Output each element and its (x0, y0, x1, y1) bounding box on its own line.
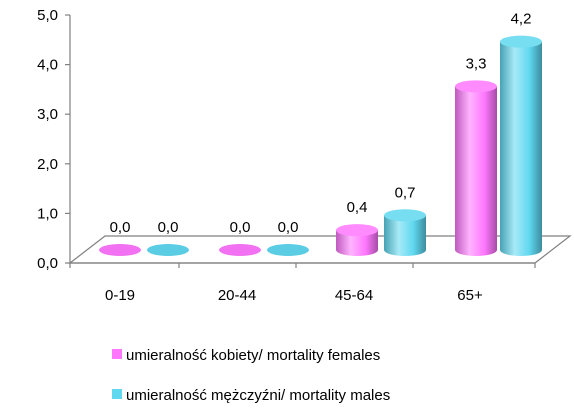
bar-top (99, 244, 141, 256)
data-label: 0,7 (395, 184, 416, 201)
y-tick-label: 3,0 (37, 106, 58, 123)
bar-males (384, 209, 426, 256)
bar-males (267, 244, 309, 256)
bar-males (147, 244, 189, 256)
bar-top (336, 224, 378, 237)
y-tick-label: 1,0 (37, 205, 58, 222)
data-labels-group: 0,0 0,0 0,0 0,0 0,4 0,7 3,3 4,2 (110, 11, 532, 236)
bar-top (267, 244, 309, 256)
x-axis-ticks: 0-19 20-44 45-64 65+ (69, 262, 536, 304)
y-tick-label: 0,0 (37, 255, 58, 272)
y-tick-label: 4,0 (37, 57, 58, 74)
data-label: 0,0 (230, 219, 251, 236)
bar-body (384, 215, 426, 256)
legend-label: umieralność mężczyźni/ mortality males (126, 387, 390, 404)
legend-swatch (112, 349, 122, 359)
y-tick-label: 2,0 (37, 156, 58, 173)
x-tick-label: 65+ (457, 287, 483, 304)
x-tick-label: 20-44 (218, 287, 256, 304)
bar-top (219, 244, 261, 256)
bar-females (455, 80, 497, 256)
bars-group (99, 35, 542, 257)
data-label: 0,0 (110, 219, 131, 236)
bar-females (219, 244, 261, 256)
data-label: 0,4 (347, 199, 368, 216)
bar-body (336, 230, 378, 256)
y-axis: 0,0 1,0 2,0 3,0 4,0 5,0 (37, 7, 71, 272)
legend-swatch (112, 389, 122, 399)
x-tick-label: 0-19 (105, 287, 135, 304)
bar-top (500, 35, 542, 48)
bar-top (147, 244, 189, 256)
data-label: 3,3 (466, 55, 487, 72)
data-label: 0,0 (158, 219, 179, 236)
bar-top (455, 80, 497, 93)
bar-top (384, 209, 426, 222)
bar-females (99, 244, 141, 256)
bar-body (500, 41, 542, 257)
x-tick-label: 45-64 (335, 287, 373, 304)
legend: umieralność kobiety/ mortality females um… (112, 347, 390, 404)
bar-females (336, 224, 378, 256)
bar-body (455, 86, 497, 256)
data-label: 0,0 (278, 219, 299, 236)
legend-label: umieralność kobiety/ mortality females (126, 347, 380, 364)
data-label: 4,2 (511, 11, 532, 28)
y-tick-label: 5,0 (37, 7, 58, 24)
bar-males (500, 35, 542, 257)
